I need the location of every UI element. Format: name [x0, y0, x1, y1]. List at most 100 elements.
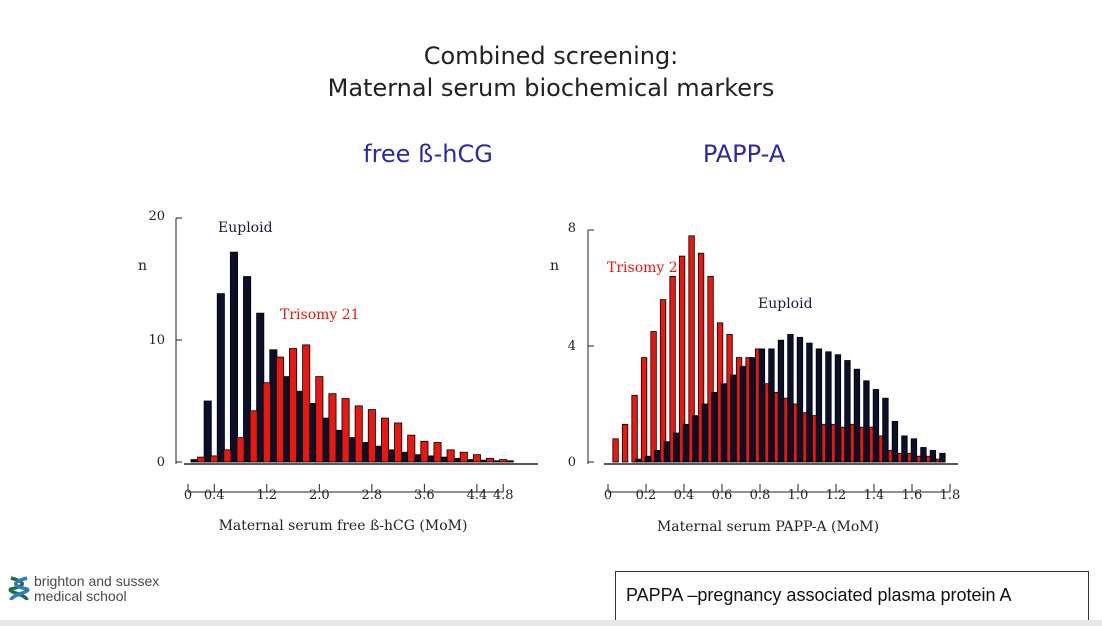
- bar-trisomy-21: [697, 252, 705, 463]
- x-tick-label: 4.8: [493, 488, 514, 503]
- x-tick-label: 1.6: [902, 488, 923, 503]
- bar-euploid: [400, 451, 409, 463]
- bar-euploid: [335, 429, 344, 463]
- bar-euploid: [269, 349, 278, 463]
- bar-euploid: [891, 420, 899, 463]
- y-tick-label: 20: [148, 209, 165, 224]
- x-tick-label: 0.2: [636, 488, 657, 503]
- x-tick-label: 0: [604, 488, 612, 503]
- x-tick-label: 1.0: [788, 488, 809, 503]
- bar-trisomy-21: [210, 455, 219, 463]
- y-tick-label: 8: [568, 221, 576, 236]
- y-tick-label: 4: [568, 339, 576, 354]
- y-axis-label: n: [550, 258, 559, 274]
- slide-title: Combined screening: Maternal serum bioch…: [0, 40, 1102, 104]
- bar-trisomy-21: [678, 255, 686, 463]
- bar-euploid: [426, 455, 435, 463]
- bar-trisomy-21: [289, 348, 298, 463]
- subtitle-papp-a: PAPP-A: [702, 140, 786, 168]
- x-tick-label: 0.4: [674, 488, 695, 503]
- bar-euploid: [834, 354, 842, 463]
- bar-euploid: [787, 333, 794, 463]
- bar-trisomy-21: [236, 437, 245, 463]
- bar-euploid: [882, 397, 889, 463]
- bar-euploid: [768, 348, 775, 463]
- x-axis-label: Maternal serum free ß-hCG (MoM): [219, 518, 468, 534]
- y-axis-label: n: [138, 258, 147, 274]
- bar-euploid: [203, 400, 212, 463]
- bar-trisomy-21: [631, 394, 638, 463]
- x-tick-label: 0.8: [750, 488, 771, 503]
- y-tick-label: 0: [568, 455, 576, 470]
- bar-euploid: [216, 293, 225, 463]
- bar-euploid: [749, 357, 756, 463]
- annotation-euploid: Euploid: [758, 296, 813, 312]
- bar-trisomy-21: [669, 275, 676, 463]
- bar-euploid: [910, 438, 918, 463]
- bar-euploid: [644, 455, 652, 463]
- bar-trisomy-21: [275, 356, 284, 463]
- bar-trisomy-21: [328, 393, 337, 463]
- bar-trisomy-21: [367, 409, 376, 463]
- x-tick-label: 1.8: [940, 488, 961, 503]
- x-tick-label: 4.4: [467, 488, 488, 503]
- bar-trisomy-21: [640, 357, 648, 463]
- bar-trisomy-21: [650, 331, 657, 463]
- bar-euploid: [492, 460, 501, 463]
- x-tick-label: 1.2: [826, 488, 847, 503]
- x-tick-label: 0.6: [712, 488, 733, 503]
- bar-euploid: [739, 365, 747, 463]
- x-axis-label: Maternal serum PAPP-A (MoM): [657, 519, 879, 535]
- bar-trisomy-21: [472, 454, 481, 463]
- bar-euploid: [440, 456, 449, 463]
- x-tick-label: 1.4: [864, 488, 885, 503]
- bar-euploid: [720, 383, 728, 463]
- logo-line-1: brighton and sussex: [34, 573, 160, 589]
- bar-euploid: [701, 403, 709, 463]
- bar-trisomy-21: [459, 451, 468, 463]
- y-tick-label: 0: [157, 455, 165, 470]
- bar-trisomy-21: [341, 398, 350, 463]
- bar-euploid: [806, 342, 813, 463]
- x-tick-label: 1.2: [256, 488, 277, 503]
- bar-trisomy-21: [394, 422, 403, 463]
- bar-euploid: [663, 441, 671, 463]
- bar-euploid: [825, 351, 832, 463]
- bar-euploid: [853, 368, 861, 463]
- x-tick-label: 0.4: [204, 488, 225, 503]
- bar-euploid: [654, 449, 661, 463]
- bar-euploid: [863, 380, 870, 463]
- bar-trisomy-21: [659, 299, 667, 463]
- bar-euploid: [901, 435, 908, 463]
- title-line-2: Maternal serum biochemical markers: [327, 74, 775, 102]
- annotation-trisomy: Trisomy 21: [280, 307, 360, 323]
- bar-euploid: [190, 459, 199, 463]
- dna-helix-icon: [8, 576, 30, 601]
- bar-euploid: [413, 454, 422, 463]
- x-tick-label: 0: [184, 488, 192, 503]
- bar-euploid: [777, 339, 785, 463]
- bar-euploid: [758, 348, 766, 463]
- bar-euploid: [256, 312, 265, 463]
- pappa-definition-box: PAPPA –pregnancy associated plasma prote…: [615, 571, 1089, 621]
- bar-trisomy-21: [499, 459, 508, 463]
- bar-trisomy-21: [407, 434, 416, 463]
- bar-trisomy-21: [446, 449, 455, 463]
- x-tick-label: 2.8: [362, 488, 383, 503]
- bar-euploid: [692, 415, 699, 463]
- bar-trisomy-21: [249, 410, 258, 463]
- bar-trisomy-21: [302, 344, 311, 463]
- school-logo: brighton and sussex medical school: [8, 574, 159, 604]
- bar-euploid: [505, 460, 514, 463]
- y-tick-label: 10: [148, 333, 165, 348]
- bar-trisomy-21: [707, 275, 714, 463]
- bar-euploid: [711, 391, 718, 463]
- bar-trisomy-21: [420, 440, 429, 463]
- bar-euploid: [872, 389, 880, 463]
- bar-euploid: [466, 459, 475, 463]
- bar-euploid: [361, 442, 370, 463]
- bar-euploid: [844, 360, 851, 463]
- bar-euploid: [308, 403, 317, 463]
- bar-euploid: [939, 452, 946, 463]
- x-tick-label: 2.0: [309, 488, 330, 503]
